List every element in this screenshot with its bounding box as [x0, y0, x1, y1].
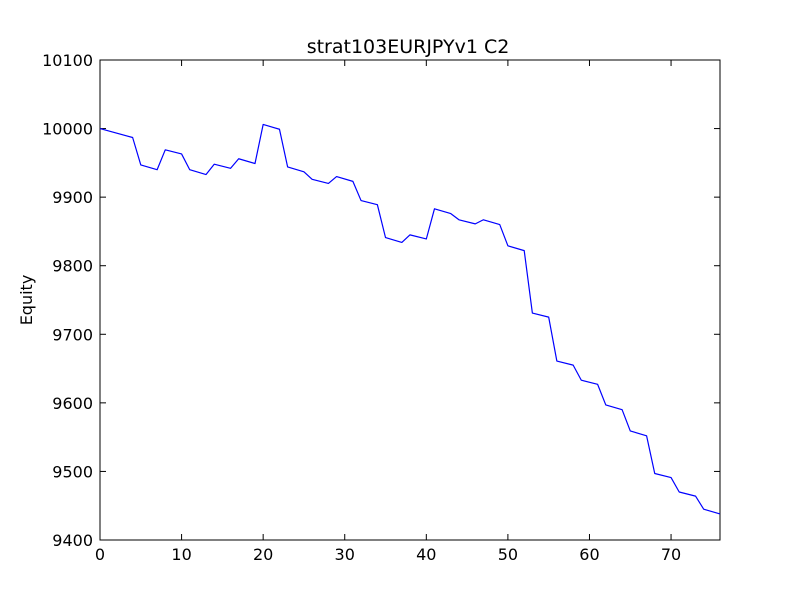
y-axis-label: Equity [17, 275, 36, 326]
plot-area-frame [99, 59, 721, 541]
y-tick-label: 9400 [52, 531, 93, 550]
y-tick-label: 10100 [42, 51, 93, 70]
x-tick-label: 20 [253, 545, 273, 564]
x-tick-label: 0 [95, 545, 105, 564]
series-line-equity [99, 123, 721, 515]
x-tick-label: 70 [661, 545, 681, 564]
chart-title: strat103EURJPYv1 C2 [307, 36, 510, 58]
y-tick-label: 9700 [52, 325, 93, 344]
y-tick-label: 9600 [52, 394, 93, 413]
y-tick-label: 10000 [42, 120, 93, 139]
x-tick-label: 40 [416, 545, 436, 564]
x-tick-label: 50 [498, 545, 518, 564]
x-tick-label: 10 [171, 545, 191, 564]
y-tick-label: 9900 [52, 188, 93, 207]
x-tick-label: 30 [335, 545, 355, 564]
x-tick-label: 60 [579, 545, 599, 564]
y-tick-label: 9500 [52, 462, 93, 481]
axis-ticks [99, 59, 720, 541]
axis-tick-labels: 0 10 20 30 40 50 60 70 9400 9500 9600 9700 9800 9900 1… [42, 51, 681, 564]
y-tick-label: 9800 [52, 257, 93, 276]
